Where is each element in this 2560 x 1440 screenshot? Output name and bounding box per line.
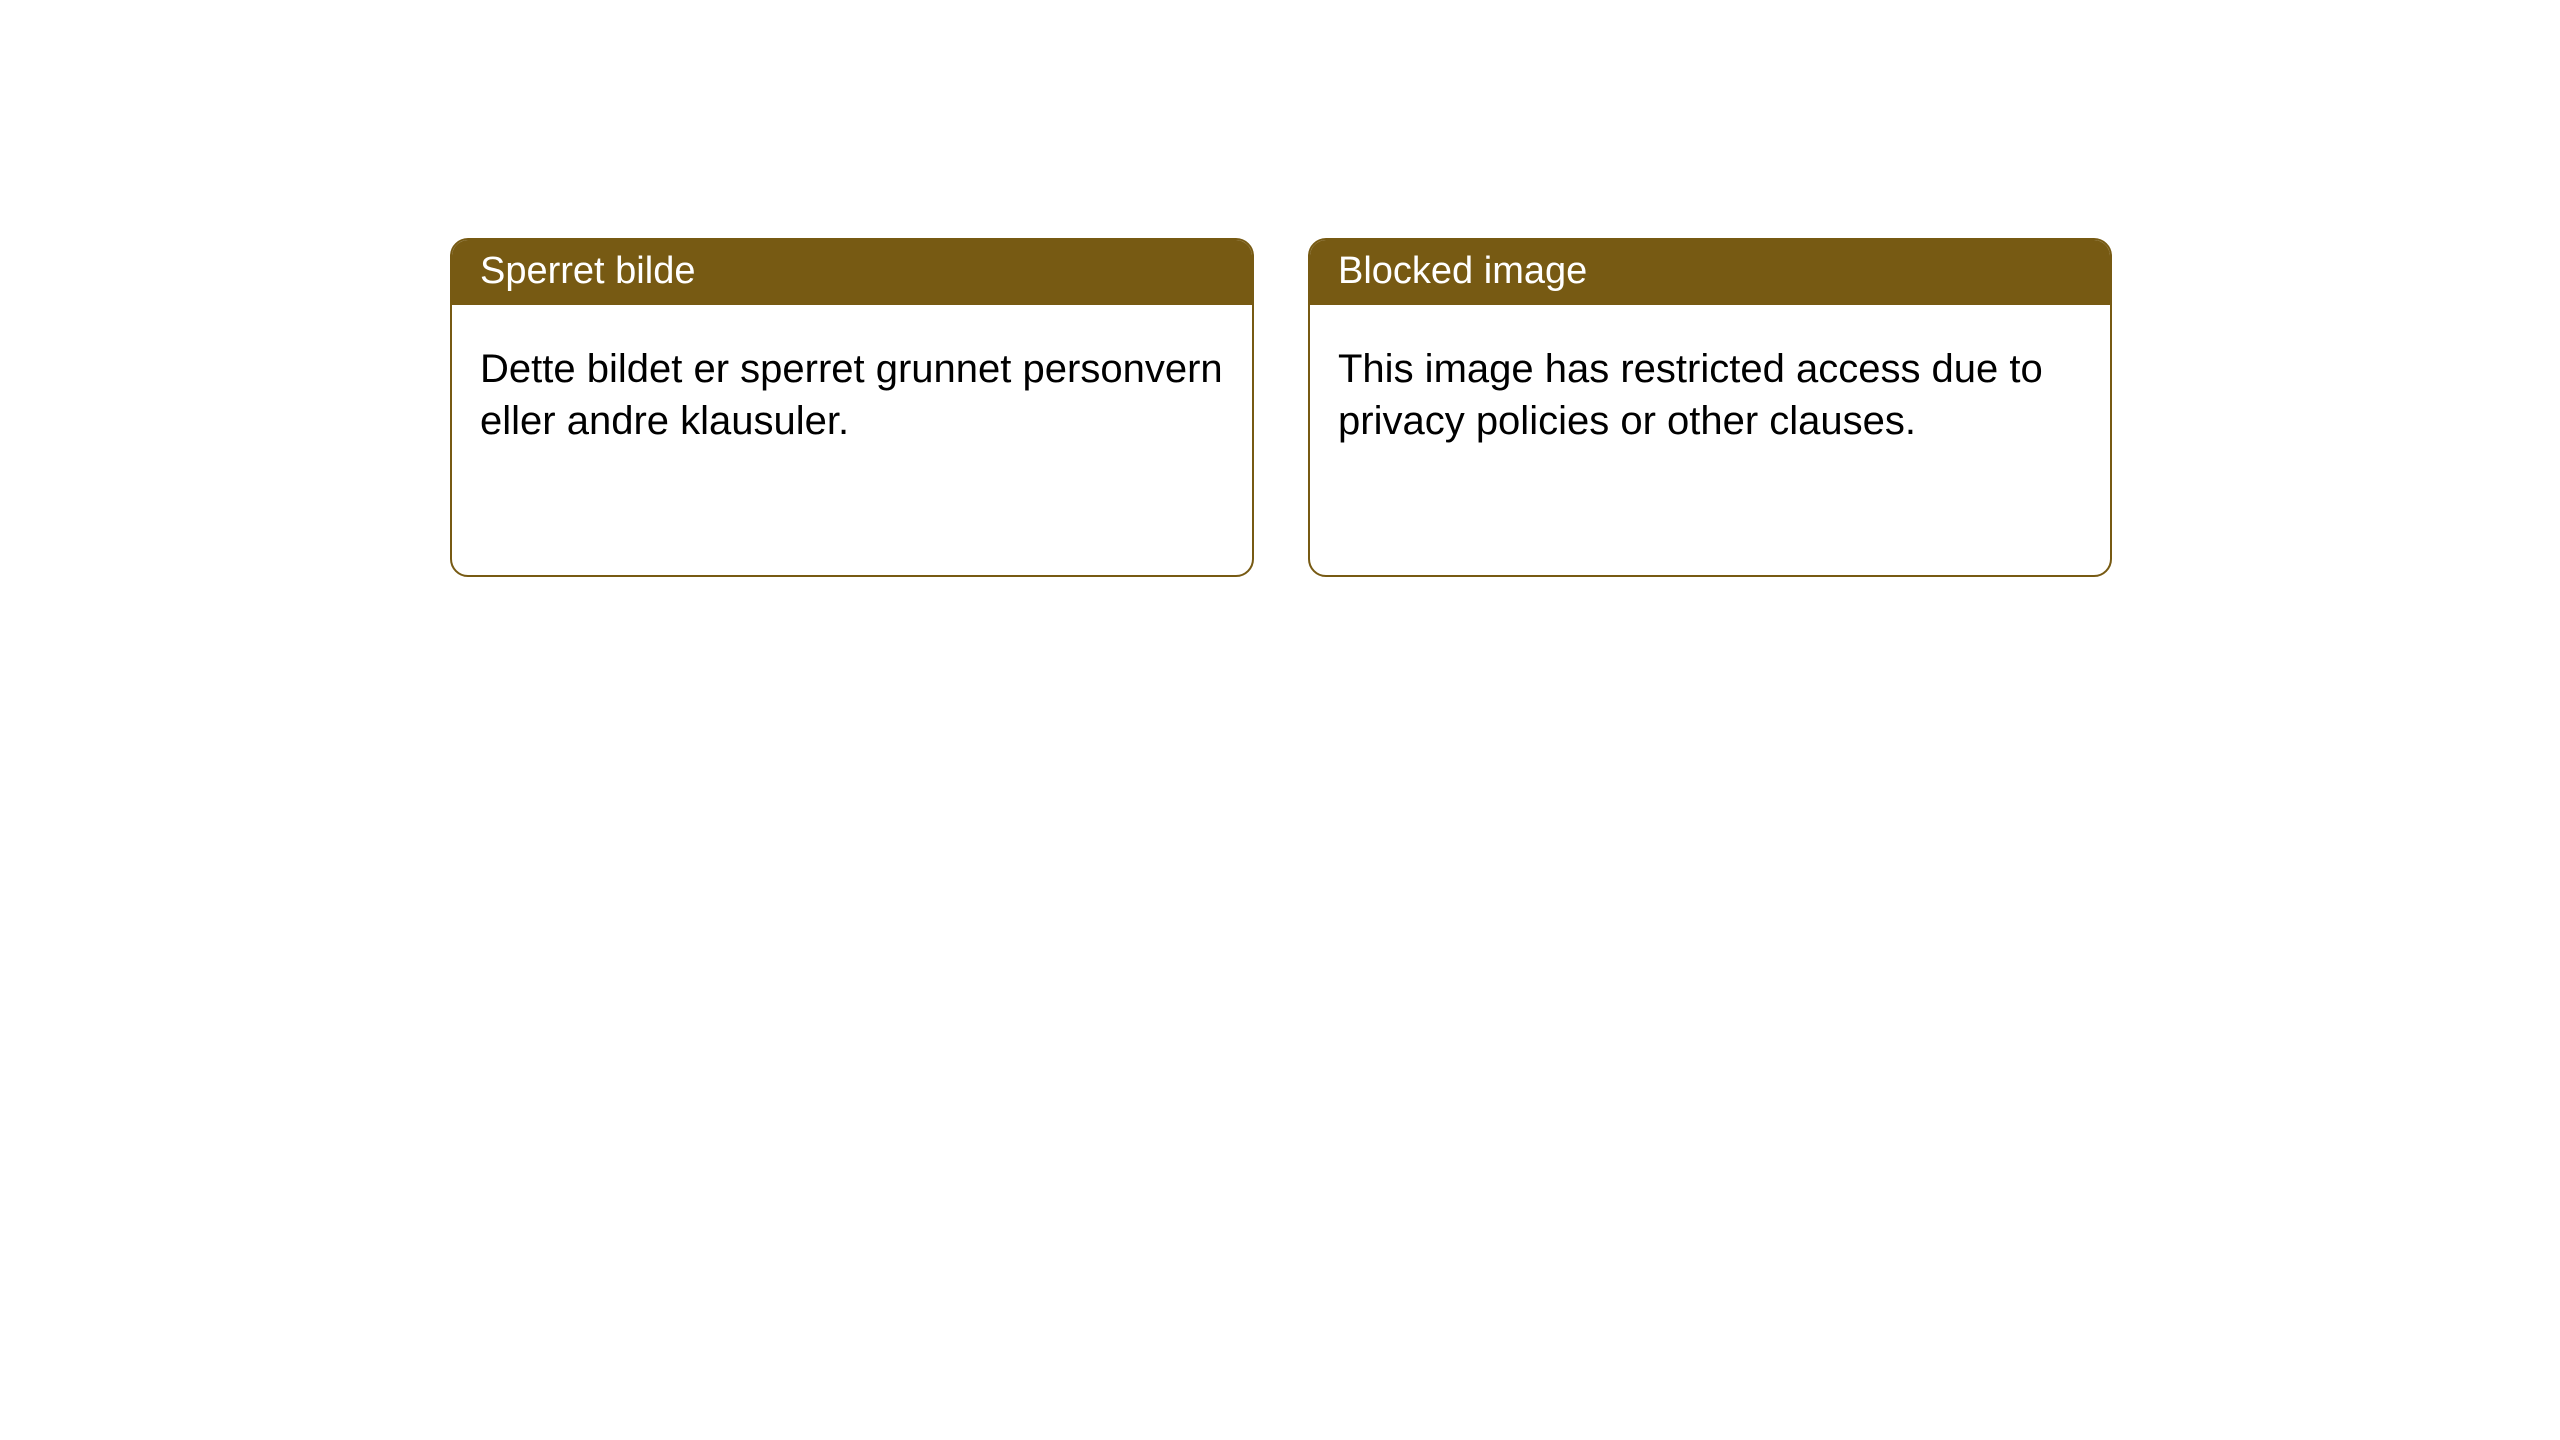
notice-body: This image has restricted access due to … [1310, 305, 2110, 575]
notice-card-norwegian: Sperret bilde Dette bildet er sperret gr… [450, 238, 1254, 577]
notice-card-english: Blocked image This image has restricted … [1308, 238, 2112, 577]
notice-header: Sperret bilde [452, 240, 1252, 305]
notice-header: Blocked image [1310, 240, 2110, 305]
notice-container: Sperret bilde Dette bildet er sperret gr… [0, 0, 2560, 577]
notice-body: Dette bildet er sperret grunnet personve… [452, 305, 1252, 575]
